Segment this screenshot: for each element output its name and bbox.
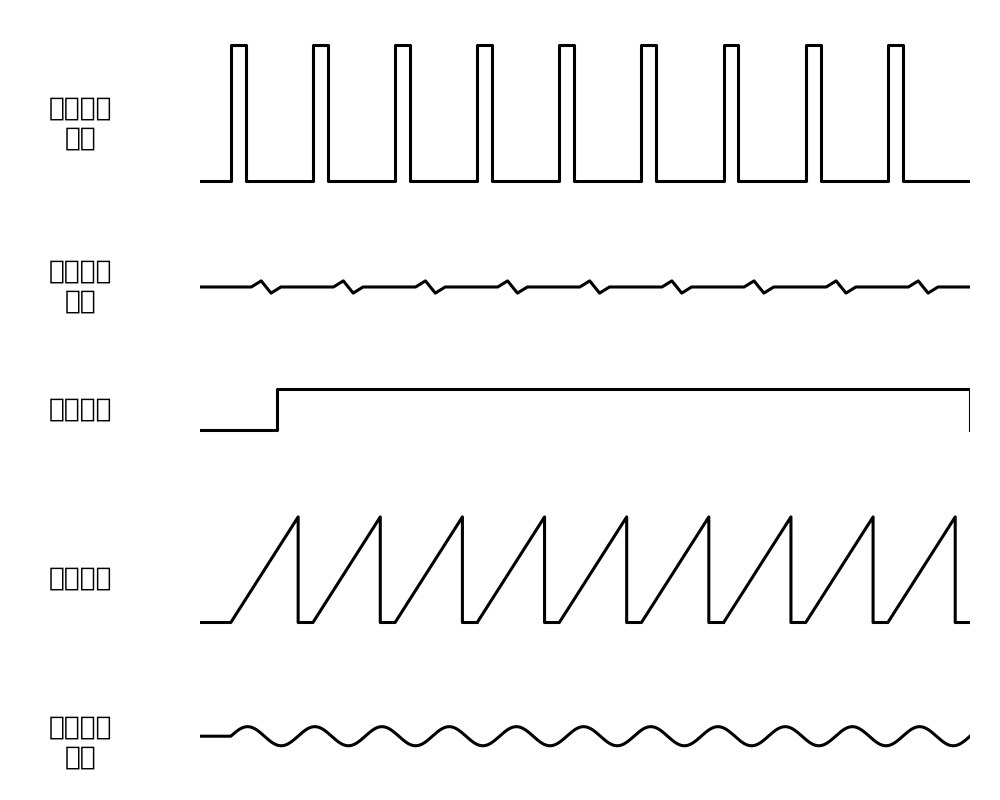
Text: 斜波信号: 斜波信号 [49, 566, 112, 592]
Text: 电压检测
信号: 电压检测 信号 [49, 95, 112, 151]
Text: 负载电流
信号: 负载电流 信号 [49, 714, 112, 770]
Text: 控制信号: 控制信号 [49, 396, 112, 422]
Text: 电压传输
信号: 电压传输 信号 [49, 259, 112, 315]
